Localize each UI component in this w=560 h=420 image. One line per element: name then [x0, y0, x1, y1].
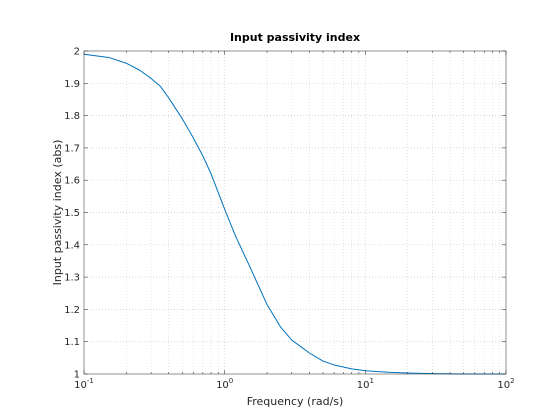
y-tick-label: 1 [74, 370, 80, 381]
ticks: 10-1 100 101 102 1 1.1 1.2 1.3 1.4 1.5 1.6 1.7 1.8 1.… [64, 47, 515, 392]
data-point [291, 339, 292, 340]
y-tick-label: 1.1 [64, 337, 80, 348]
y-tick-label: 1.4 [64, 240, 80, 251]
y-tick-label: 1.7 [64, 143, 80, 154]
y-axis-label: Input passivity index (abs) [51, 140, 64, 286]
series-line [83, 53, 506, 375]
data-point [266, 304, 267, 305]
data-point [210, 173, 211, 174]
y-tick-label: 1.5 [64, 208, 80, 219]
y-tick-label: 1.6 [64, 176, 80, 187]
data-point [139, 70, 140, 71]
data-point [202, 155, 203, 156]
series-layer [83, 53, 506, 375]
y-tick-label: 1.8 [64, 111, 80, 122]
y-tick-label: 1.2 [64, 305, 80, 316]
data-point [280, 327, 281, 328]
y-tick-label: 1.9 [64, 79, 80, 90]
y-tick-label: 1.3 [64, 273, 80, 284]
x-tick-label: 10-1 [74, 377, 94, 391]
data-point [390, 372, 391, 373]
data-point [126, 63, 127, 64]
x-tick-label: 100 [216, 377, 233, 391]
x-tick-label: 102 [497, 377, 514, 391]
data-point [160, 86, 161, 87]
data-point [193, 138, 194, 139]
data-point [322, 360, 323, 361]
data-point [224, 209, 225, 210]
data-point [351, 368, 352, 369]
data-point [334, 364, 335, 365]
data-point [182, 118, 183, 119]
data-point [249, 265, 250, 266]
x-axis-label: Frequency (rad/s) [247, 395, 344, 408]
grid-lines [84, 51, 506, 374]
data-point [309, 352, 310, 353]
y-tick-label: 2 [74, 47, 80, 58]
data-point [168, 97, 169, 98]
data-point [151, 78, 152, 79]
data-point [235, 236, 236, 237]
x-tick-label: 101 [357, 377, 374, 391]
chart-title: Input passivity index [230, 31, 360, 44]
data-point [108, 57, 109, 58]
